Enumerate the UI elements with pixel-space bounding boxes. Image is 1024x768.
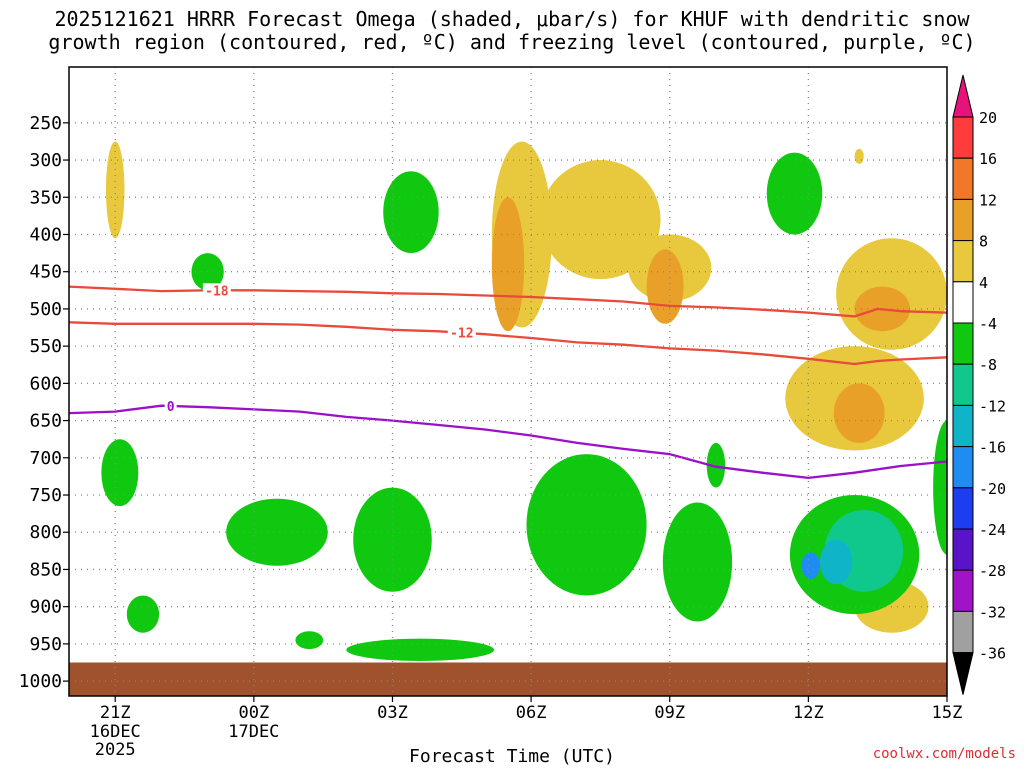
omega-negative-region [662,502,733,622]
omega-negative-region [933,420,947,555]
x-tick-label: 06Z [516,703,547,723]
colorbar-label: -12 [979,397,1006,415]
y-tick-label: 550 [29,336,62,357]
y-tick-label: 950 [29,634,62,655]
colorbar-label: 4 [979,274,988,292]
omega-negative-region [819,539,853,585]
colorbar-segment [952,157,974,200]
contour-label: -18 [205,284,229,299]
omega-negative-region [801,552,820,580]
chart-title-line-2: growth region (contoured, red, ºC) and f… [48,30,976,54]
colorbar-segment [952,446,974,489]
colorbar-label: -32 [979,603,1006,621]
omega-negative-region [101,439,139,507]
colorbar-segment [952,569,974,612]
omega-positive-region [833,383,885,443]
colorbar-label: -8 [979,356,997,374]
colorbar-segment [952,404,974,448]
colorbar-segment [952,528,974,571]
colorbar-label: 12 [979,191,997,209]
colorbar-segment [952,322,974,365]
omega-negative-region [295,631,324,650]
omega-negative-region [226,498,328,566]
chart-title-line-1: 2025121621 HRRR Forecast Omega (shaded, … [54,7,970,31]
y-tick-label: 600 [29,373,62,394]
y-tick-label: 900 [29,597,62,618]
omega-shading: -18 -12 0 [69,141,947,696]
y-tick-label: 450 [29,262,62,283]
y-tick-label: 700 [29,448,62,469]
x-tick-label: 09Z [654,703,685,723]
contour-label: 0 [167,400,175,415]
y-tick-label: 300 [29,150,62,171]
x-axis-title: Forecast Time (UTC) [409,746,615,767]
omega-negative-region [526,454,647,596]
y-tick-label: 250 [29,113,62,134]
x-tick-label: 21Z [100,703,131,723]
x-tick-sublabel: 2025 [95,740,136,760]
colorbar-label: -16 [979,439,1006,457]
omega-negative-region [346,638,495,662]
colorbar-segment [952,198,974,242]
omega-positive-region [105,141,125,239]
colorbar-top-arrow [952,74,974,118]
x-tick-sublabel: 16DEC [90,722,141,742]
y-tick-label: 1000 [19,671,62,692]
omega-negative-region [383,171,439,254]
contour-line [69,404,947,480]
contour-label: -12 [450,327,473,342]
colorbar-segment [952,281,974,324]
colorbar-segment [952,363,974,406]
contour-label-bg [164,398,177,413]
site-credit: coolwx.com/models [872,746,1016,762]
y-tick-label: 500 [29,299,62,320]
x-tick-label: 15Z [932,703,963,723]
y-tick-label: 850 [29,559,62,580]
x-tick-sublabel: 17DEC [228,722,279,742]
omega-positive-region [646,249,684,324]
colorbar-bottom-arrow [952,652,974,695]
plot-frame [68,66,948,697]
ground-surface [69,662,947,696]
colorbar-label: -24 [979,521,1006,539]
colorbar-segment [952,240,974,283]
grid [69,67,947,696]
y-tick-label: 800 [29,522,62,543]
contour-label-bg [447,325,476,340]
omega-negative-region [766,152,823,235]
omega-positive-region [540,160,661,280]
colorbar-label: 16 [979,150,997,168]
contour-label-bg [202,283,231,298]
omega-positive-region [491,197,525,332]
colorbar-label: -4 [979,315,997,333]
x-tick-label: 00Z [238,703,269,723]
colorbar-label: -36 [979,645,1006,663]
omega-negative-region [353,487,432,592]
colorbar-label: 8 [979,233,988,251]
colorbar-label: -20 [979,480,1006,498]
y-tick-label: 400 [29,224,62,245]
y-tick-label: 750 [29,485,62,506]
x-tick-label: 03Z [377,703,408,723]
y-tick-label: 350 [29,187,62,208]
x-tick-label: 12Z [793,703,824,723]
omega-negative-region [126,595,160,633]
colorbar-label: 20 [979,109,997,127]
colorbar-segment [952,610,974,654]
colorbar-segment [952,487,974,530]
omega-negative-region [706,442,726,488]
colorbar-label: -28 [979,562,1006,580]
colorbar-segment [952,116,974,159]
omega-positive-region [854,148,864,164]
y-tick-label: 650 [29,411,62,432]
